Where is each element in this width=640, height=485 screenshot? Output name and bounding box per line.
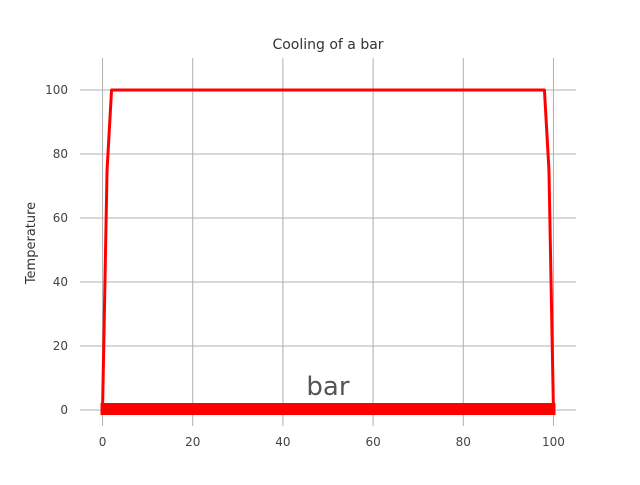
temperature-line xyxy=(101,88,555,411)
x-tick-label: 40 xyxy=(275,435,290,449)
y-tick-label: 20 xyxy=(53,339,68,353)
x-tick-label: 0 xyxy=(99,435,107,449)
y-tick-label: 40 xyxy=(53,275,68,289)
bar-strip xyxy=(100,403,556,415)
grid xyxy=(80,58,576,426)
y-tick-label: 60 xyxy=(53,211,68,225)
y-tick-label: 0 xyxy=(60,403,68,417)
y-axis-label: Temperature xyxy=(24,202,39,285)
tick-labels: 0 20 40 60 80 100 0 20 40 60 80 100 xyxy=(45,83,565,449)
x-tick-label: 100 xyxy=(542,435,565,449)
x-tick-label: 20 xyxy=(185,435,200,449)
y-tick-label: 100 xyxy=(45,83,68,97)
y-tick-label: 80 xyxy=(53,147,68,161)
x-tick-label: 80 xyxy=(456,435,471,449)
plot-area xyxy=(100,88,556,415)
x-tick-label: 60 xyxy=(365,435,380,449)
annotation-label: bar xyxy=(306,372,349,402)
chart-title: Cooling of a bar xyxy=(272,37,383,53)
